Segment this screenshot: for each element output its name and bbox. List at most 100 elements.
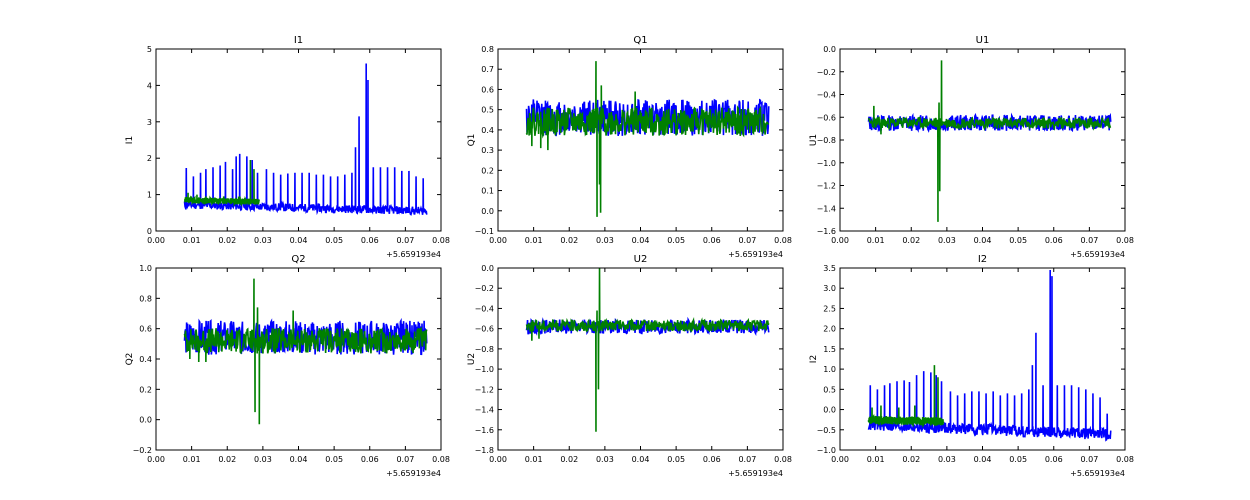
y-tick-label: −1.4 [475, 406, 494, 415]
x-tick-label: 0.08 [1116, 236, 1134, 245]
panel-title: U1 [976, 35, 990, 46]
y-tick-label: 0.0 [139, 416, 152, 425]
y-tick-label: 0.6 [139, 325, 152, 334]
panel-u1: 0.00 0.01 0.02 0.03 0.04 0.05 0.06 0.07 0.08 −1.6… [809, 35, 1134, 259]
y-tick-label: 0.4 [139, 355, 152, 364]
series-line-blue [867, 270, 1112, 442]
x-tick-label: 0.01 [867, 236, 885, 245]
x-tick-label: 0.05 [325, 236, 343, 245]
y-tick-label: 3 [147, 118, 152, 127]
x-tick-label: 0.04 [632, 455, 650, 464]
y-tick-label: −0.2 [133, 446, 152, 455]
y-tick-label: −1.4 [817, 204, 836, 213]
series-line-blue [525, 316, 770, 336]
series-line-green [867, 60, 1112, 222]
x-tick-label: 0.03 [938, 455, 956, 464]
y-tick-label: 4 [147, 81, 152, 90]
x-tick-label: 0.02 [560, 236, 578, 245]
y-tick-label: 2.5 [823, 304, 836, 313]
x-tick-label: 0.01 [183, 236, 201, 245]
y-tick-label: −0.6 [817, 113, 836, 122]
x-tick-label: 0.05 [1009, 455, 1027, 464]
panel-title: Q1 [633, 35, 647, 46]
panel-title: I1 [294, 35, 303, 46]
x-tick-label: 0.00 [489, 455, 507, 464]
y-tick-label: 1 [147, 191, 152, 200]
panel-title: Q2 [291, 254, 305, 265]
x-tick-label: 0.04 [974, 236, 992, 245]
y-tick-label: 0.5 [823, 385, 836, 394]
x-tick-label: 0.00 [489, 236, 507, 245]
x-offset-label: +5.659193e4 [728, 250, 783, 259]
x-tick-label: 0.05 [325, 455, 343, 464]
y-axis-label: U2 [467, 353, 477, 365]
y-tick-label: 0.2 [481, 166, 494, 175]
x-tick-label: 0.07 [1080, 455, 1098, 464]
panel-i1: 0.00 0.01 0.02 0.03 0.04 0.05 0.06 0.07 0.08 0 1 2 3… [125, 35, 450, 259]
x-tick-label: 0.07 [738, 236, 756, 245]
x-tick-label: 0.01 [183, 455, 201, 464]
y-tick-label: 0.0 [823, 406, 836, 415]
panel-i2: 0.00 0.01 0.02 0.03 0.04 0.05 0.06 0.07 0.08 −1.0… [809, 254, 1134, 478]
x-tick-label: 0.00 [831, 455, 849, 464]
panel-q2: 0.00 0.01 0.02 0.03 0.04 0.05 0.06 0.07 0.08 −0.2… [125, 254, 450, 478]
x-tick-label: 0.08 [774, 455, 792, 464]
series-line-green [525, 61, 769, 217]
x-tick-label: 0.03 [254, 236, 272, 245]
axes-frame [497, 267, 784, 451]
y-tick-label: 2.0 [823, 325, 836, 334]
series-line-green [184, 160, 261, 207]
x-tick-label: 0.01 [867, 455, 885, 464]
series-line-green [525, 268, 770, 432]
x-offset-label: +5.659193e4 [1070, 469, 1125, 478]
x-tick-label: 0.05 [667, 455, 685, 464]
x-tick-label: 0.00 [831, 236, 849, 245]
x-tick-label: 0.04 [290, 455, 308, 464]
x-tick-label: 0.02 [902, 455, 920, 464]
y-tick-label: 1.5 [823, 345, 836, 354]
x-tick-label: 0.02 [218, 455, 236, 464]
y-tick-label: −1.0 [817, 446, 836, 455]
x-tick-label: 0.03 [938, 236, 956, 245]
y-tick-label: 3.5 [823, 264, 836, 273]
y-axis-label: I2 [809, 355, 819, 363]
y-tick-label: 0.1 [481, 187, 494, 196]
x-tick-label: 0.07 [396, 236, 414, 245]
y-tick-label: −1.0 [475, 365, 494, 374]
y-tick-label: −1.2 [475, 385, 494, 394]
y-tick-label: −1.8 [475, 446, 494, 455]
x-tick-label: 0.07 [396, 455, 414, 464]
y-tick-label: 1.0 [823, 365, 836, 374]
y-tick-label: −1.6 [817, 227, 836, 236]
x-tick-label: 0.08 [774, 236, 792, 245]
y-axis-label: Q2 [125, 353, 135, 366]
x-tick-label: 0.05 [1009, 236, 1027, 245]
y-tick-label: 0.4 [481, 126, 494, 135]
y-tick-label: −0.5 [817, 426, 836, 435]
y-tick-label: −1.2 [817, 182, 836, 191]
x-offset-label: +5.659193e4 [386, 469, 441, 478]
x-tick-label: 0.01 [525, 236, 543, 245]
y-tick-label: −0.6 [475, 325, 494, 334]
x-tick-label: 0.00 [147, 236, 165, 245]
series-line-green [183, 278, 428, 425]
y-tick-label: −0.1 [475, 227, 494, 236]
y-tick-label: 0 [147, 227, 152, 236]
y-tick-label: −1.0 [817, 159, 836, 168]
x-tick-label: 0.07 [738, 455, 756, 464]
x-tick-label: 0.02 [902, 236, 920, 245]
series-line-green [867, 365, 945, 429]
x-tick-label: 0.05 [667, 236, 685, 245]
x-tick-label: 0.04 [290, 236, 308, 245]
y-tick-label: 0.3 [481, 146, 494, 155]
x-tick-label: 0.08 [432, 236, 450, 245]
x-tick-label: 0.08 [432, 455, 450, 464]
y-axis-label: Q1 [467, 134, 477, 147]
y-tick-label: −0.4 [817, 91, 836, 100]
y-tick-label: −0.2 [475, 284, 494, 293]
y-tick-label: −0.2 [817, 68, 836, 77]
x-tick-label: 0.03 [596, 455, 614, 464]
y-tick-label: 0.0 [481, 264, 494, 273]
x-tick-label: 0.06 [1045, 236, 1063, 245]
